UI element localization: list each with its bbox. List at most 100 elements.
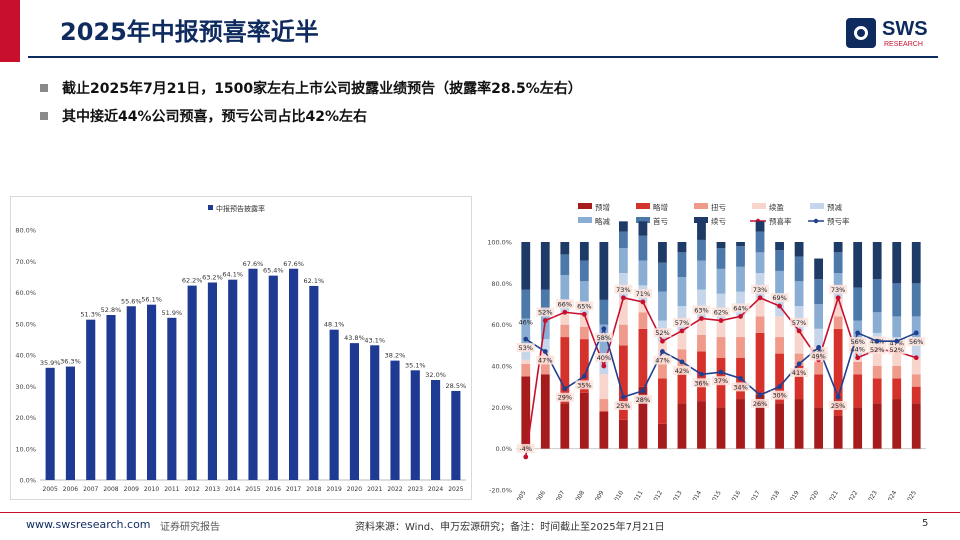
footer-divider (0, 512, 960, 513)
stack-segment (618, 231, 628, 249)
bar (187, 285, 197, 480)
x-tick-label: 2006 (63, 486, 78, 493)
data-label-bg (516, 443, 535, 453)
data-label-bg (653, 355, 672, 365)
stack-segment (853, 361, 863, 375)
stack-segment (579, 281, 589, 302)
x-tick-label: 2021 (826, 489, 840, 500)
stack-segment (833, 242, 843, 253)
y-tick-label: 80.0% (15, 227, 36, 235)
line-data-label: 29% (558, 394, 572, 402)
stack-segment (736, 399, 745, 449)
data-label-bg (751, 284, 770, 294)
bar (451, 390, 461, 480)
bullet-square-icon (40, 112, 48, 120)
x-tick-label: 2018 (306, 486, 321, 493)
stack-segment (638, 301, 648, 313)
line-data-label: 52% (655, 329, 669, 337)
bar-data-label: 62.1% (304, 277, 325, 285)
stack-segment (677, 252, 687, 278)
stack-segment (872, 242, 882, 280)
stack-segment (658, 242, 667, 263)
stack-segment (638, 328, 648, 387)
x-tick-label: 2023 (865, 489, 879, 500)
data-label-bg (770, 293, 789, 303)
legend-swatch (578, 217, 592, 223)
legend-label: 扭亏 (711, 202, 726, 212)
line-point (913, 330, 919, 336)
logo-mark-icon (846, 18, 876, 48)
line-data-label: 52% (870, 346, 884, 354)
stack-segment (911, 316, 921, 342)
bar-data-label: 52.8% (101, 306, 122, 314)
bullet-text: 截止2025年7月21日，1500家左右上市公司披露业绩预告（披露率28.5%左… (62, 81, 582, 97)
line-data-label: 73% (616, 286, 630, 294)
stack-segment (521, 359, 531, 364)
x-tick-label: 2016 (266, 486, 281, 493)
stack-segment (658, 291, 667, 321)
stack-segment (638, 386, 648, 449)
x-tick-label: 2009 (124, 486, 139, 493)
line-point (640, 388, 646, 394)
data-label-bg (712, 376, 730, 386)
line-data-label: 35% (577, 381, 591, 389)
stack-segment (911, 242, 921, 284)
bar-data-label: 36.3% (60, 358, 81, 366)
legend-swatch (636, 217, 650, 223)
stack-segment (814, 279, 824, 304)
line-point (757, 392, 763, 398)
line-point (562, 386, 568, 392)
line-data-label: 37% (714, 377, 728, 385)
line-point (855, 355, 861, 361)
line-point (699, 316, 704, 321)
stack-segment (618, 248, 628, 273)
line-point (757, 295, 763, 301)
bar (86, 319, 96, 480)
line-point (523, 336, 529, 342)
line-data-label: 47% (655, 357, 669, 365)
line-point (913, 355, 919, 361)
line-point (581, 311, 587, 317)
data-label-bg (633, 288, 652, 298)
bar (370, 345, 380, 480)
x-tick-label: 2005 (514, 489, 528, 500)
bar (410, 370, 420, 480)
line-point (777, 303, 782, 309)
stack-segment (677, 242, 687, 253)
line-point (660, 349, 665, 354)
x-tick-label: 2008 (572, 489, 586, 500)
x-tick-label: 2007 (83, 486, 98, 493)
stack-segment (911, 283, 921, 317)
line-data-label: 62% (714, 309, 728, 317)
data-label-bg (790, 367, 809, 377)
bar (207, 282, 217, 480)
stack-segment (814, 258, 824, 280)
legend-label: 预喜率 (769, 216, 792, 226)
stack-segment (755, 316, 765, 333)
line-data-label: 25% (831, 402, 845, 410)
line-data-label: 69% (772, 294, 786, 302)
data-label-bg (614, 401, 633, 410)
bullet-item: 其中接近44%公司预喜，预亏公司占比42%左右 (40, 106, 582, 126)
stack-segment (755, 231, 765, 253)
stack-segment (618, 324, 628, 346)
logo-text: SWS (882, 18, 928, 40)
bar-data-label: 32.0% (425, 371, 446, 379)
bar-data-label: 35.9% (40, 359, 61, 367)
footer-url-link[interactable]: www.swsresearch.com (26, 518, 151, 531)
bar-data-label: 64.1% (222, 271, 243, 279)
stack-segment (814, 361, 824, 375)
stack-segment (599, 242, 609, 300)
x-tick-label: 2011 (164, 486, 179, 493)
stack-segment (755, 297, 765, 317)
line-data-label: 57% (792, 319, 806, 327)
data-label-bg (575, 380, 594, 390)
stack-segment (755, 394, 765, 449)
x-tick-label: 2016 (729, 489, 743, 500)
line-data-label: 36% (694, 379, 708, 387)
line-point (679, 359, 685, 365)
stack-segment (794, 242, 804, 257)
y-tick-label: 40.0% (15, 352, 36, 360)
stack-segment (911, 341, 921, 358)
line-point (542, 318, 548, 323)
